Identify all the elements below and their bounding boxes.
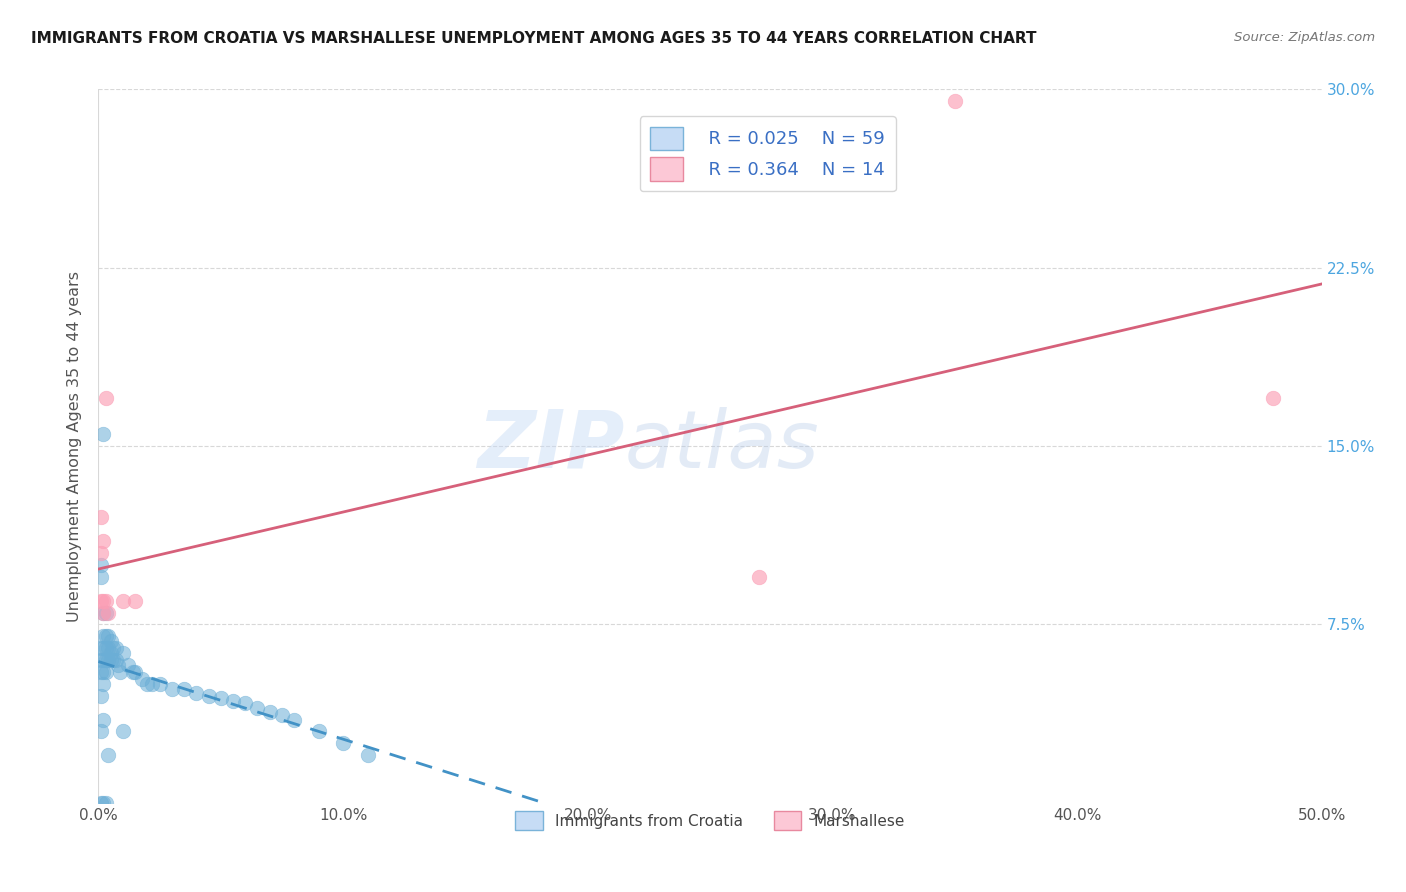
Point <box>97 653 120 667</box>
Point <box>100 646 122 660</box>
Point <box>90 689 112 703</box>
Point <box>94 593 117 607</box>
Point <box>94 653 117 667</box>
Point <box>97 641 120 656</box>
Point <box>91 713 114 727</box>
Point <box>209 691 232 706</box>
Point <box>1261 392 1284 406</box>
Point <box>90 724 112 739</box>
Point <box>111 724 134 739</box>
Point <box>332 736 354 750</box>
Point <box>91 629 114 643</box>
Point <box>308 724 330 739</box>
Point <box>100 653 122 667</box>
Point <box>94 629 117 643</box>
Text: IMMIGRANTS FROM CROATIA VS MARSHALLESE UNEMPLOYMENT AMONG AGES 35 TO 44 YEARS CO: IMMIGRANTS FROM CROATIA VS MARSHALLESE U… <box>31 31 1036 46</box>
Point <box>90 558 112 572</box>
Point <box>121 665 143 679</box>
Legend: Immigrants from Croatia, Marshallese: Immigrants from Croatia, Marshallese <box>508 803 912 838</box>
Point <box>94 665 117 679</box>
Point <box>91 606 114 620</box>
Point <box>90 653 112 667</box>
Point <box>91 593 114 607</box>
Point <box>283 713 305 727</box>
Point <box>94 392 117 406</box>
Point <box>131 672 153 686</box>
Point <box>94 606 117 620</box>
Point <box>97 606 120 620</box>
Point <box>91 641 114 656</box>
Point <box>90 593 112 607</box>
Point <box>270 707 294 722</box>
Point <box>97 629 120 643</box>
Point <box>101 653 124 667</box>
Point <box>173 681 195 696</box>
Point <box>90 796 112 810</box>
Point <box>90 641 112 656</box>
Point <box>91 677 114 691</box>
Point <box>91 665 114 679</box>
Point <box>111 593 134 607</box>
Point <box>124 593 146 607</box>
Point <box>104 641 127 656</box>
Point <box>110 665 132 679</box>
Point <box>246 700 269 714</box>
Point <box>101 641 124 656</box>
Point <box>90 665 112 679</box>
Point <box>160 681 183 696</box>
Point <box>748 570 770 584</box>
Point <box>136 677 159 691</box>
Text: atlas: atlas <box>624 407 820 485</box>
Point <box>91 606 114 620</box>
Point <box>233 696 256 710</box>
Point <box>97 748 120 763</box>
Point <box>107 657 129 672</box>
Point <box>111 646 134 660</box>
Point <box>197 689 219 703</box>
Point <box>90 546 112 560</box>
Point <box>94 641 117 656</box>
Point <box>356 748 378 763</box>
Point <box>91 427 114 442</box>
Point <box>91 796 114 810</box>
Point <box>141 677 163 691</box>
Point <box>90 510 112 524</box>
Y-axis label: Unemployment Among Ages 35 to 44 years: Unemployment Among Ages 35 to 44 years <box>67 270 83 622</box>
Point <box>149 677 172 691</box>
Point <box>943 94 966 108</box>
Text: Source: ZipAtlas.com: Source: ZipAtlas.com <box>1234 31 1375 45</box>
Point <box>100 634 122 648</box>
Point <box>91 534 114 549</box>
Point <box>186 686 208 700</box>
Point <box>124 665 146 679</box>
Point <box>222 693 245 707</box>
Point <box>91 653 114 667</box>
Point <box>117 657 139 672</box>
Point <box>90 570 112 584</box>
Point <box>104 653 127 667</box>
Point <box>94 796 117 810</box>
Point <box>259 706 281 720</box>
Text: ZIP: ZIP <box>477 407 624 485</box>
